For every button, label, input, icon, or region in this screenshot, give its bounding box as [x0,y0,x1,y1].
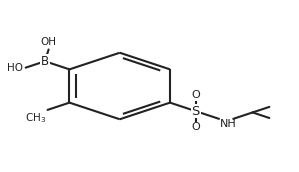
Text: NH: NH [219,119,236,129]
Text: B: B [41,55,49,68]
Text: CH$_3$: CH$_3$ [25,111,46,125]
Text: HO: HO [7,63,23,73]
Text: O: O [191,122,200,132]
Text: OH: OH [41,37,57,47]
Text: S: S [192,105,200,118]
Text: O: O [191,90,200,100]
